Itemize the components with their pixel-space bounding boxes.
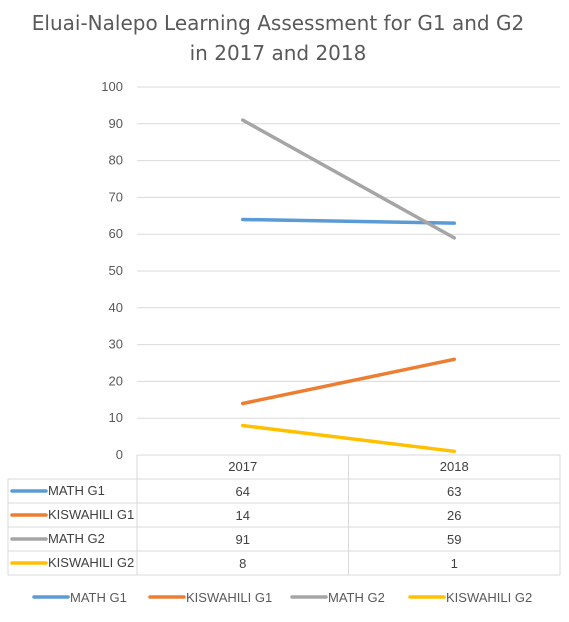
series-line xyxy=(241,357,456,406)
data-value-label: 26 xyxy=(447,508,461,523)
data-value-label: 8 xyxy=(239,556,246,571)
chart-subtitle: in 2017 and 2018 xyxy=(190,41,367,65)
data-value-label: 14 xyxy=(236,508,250,523)
y-tick-label: 90 xyxy=(109,116,123,131)
series-line xyxy=(241,118,456,240)
gridlines xyxy=(137,86,560,456)
series-line xyxy=(241,217,456,225)
y-tick-label: 0 xyxy=(116,447,123,462)
data-value-label: 59 xyxy=(447,532,461,547)
legend: MATH G1 KISWAHILI G1 MATH G2 KISWAHILI G2 xyxy=(32,590,532,605)
y-tick-label: 100 xyxy=(101,79,123,94)
data-value-label: 63 xyxy=(447,484,461,499)
table-series-label: MATH G1 xyxy=(48,483,105,498)
x-category-label: 2017 xyxy=(228,459,257,474)
table-series-label: MATH G2 xyxy=(48,531,105,546)
table-series-label: KISWAHILI G1 xyxy=(48,507,134,522)
data-value-label: 64 xyxy=(236,484,250,499)
y-tick-label: 30 xyxy=(109,337,123,352)
y-tick-label: 70 xyxy=(109,189,123,204)
y-tick-label: 60 xyxy=(109,226,123,241)
table-series-label: KISWAHILI G2 xyxy=(48,555,134,570)
legend-label: MATH G2 xyxy=(328,590,385,605)
y-tick-label: 50 xyxy=(109,263,123,278)
y-tick-label: 10 xyxy=(109,410,123,425)
data-value-label: 1 xyxy=(451,556,458,571)
data-value-label: 91 xyxy=(236,532,250,547)
y-tick-label: 20 xyxy=(109,373,123,388)
legend-label: KISWAHILI G2 xyxy=(446,590,532,605)
chart-title: Eluai-Nalepo Learning Assessment for G1 … xyxy=(32,11,524,35)
y-tick-label: 40 xyxy=(109,300,123,315)
x-category-label: 2018 xyxy=(440,459,469,474)
series-line xyxy=(241,423,456,454)
legend-label: MATH G1 xyxy=(70,590,127,605)
data-table: 2017 2018 MATH G1 64 63 KISWAHILI G1 14 26 MATH … xyxy=(7,455,561,576)
y-axis-ticks: 0 10 20 30 40 50 60 70 80 90 100 xyxy=(101,79,123,462)
y-tick-label: 80 xyxy=(109,153,123,168)
series-lines xyxy=(241,118,456,454)
legend-label: KISWAHILI G1 xyxy=(186,590,272,605)
